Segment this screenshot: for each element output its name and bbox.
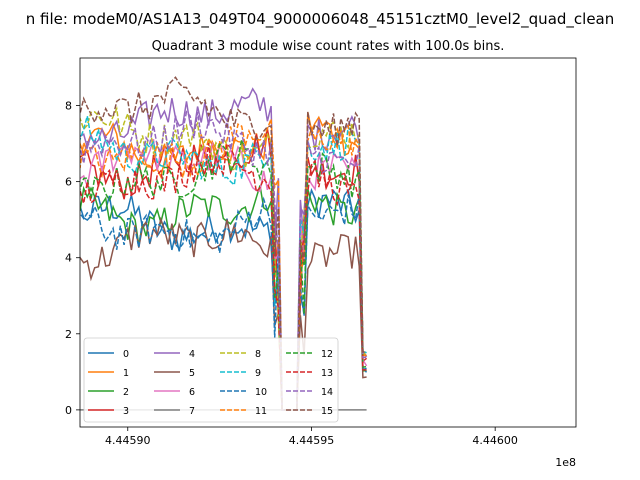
legend-label-9: 9 <box>255 368 261 379</box>
series-line-15 <box>80 76 367 411</box>
legend-label-2: 2 <box>123 387 129 398</box>
y-tick-label: 8 <box>65 100 72 113</box>
chart-title: Quadrant 3 module wise count rates with … <box>152 39 505 54</box>
x-tick-label: 4.44590 <box>105 434 151 447</box>
y-tick-label: 2 <box>65 328 72 341</box>
series-line-13 <box>80 142 367 411</box>
y-tick-label: 4 <box>65 252 72 265</box>
figure-suptitle: n file: modeM0/AS1A13_049T04_9000006048_… <box>26 10 615 29</box>
legend-label-1: 1 <box>123 368 129 379</box>
legend-label-3: 3 <box>123 406 129 417</box>
y-tick-label: 6 <box>65 176 72 189</box>
series-line-5 <box>80 216 367 411</box>
series-line-12 <box>80 137 367 411</box>
series-line-10 <box>80 193 368 411</box>
legend-label-14: 14 <box>321 387 333 398</box>
plot-frame <box>79 57 577 428</box>
legend-label-6: 6 <box>189 387 195 398</box>
legend-label-15: 15 <box>321 406 333 417</box>
legend-label-5: 5 <box>189 368 195 379</box>
legend-label-11: 11 <box>255 406 267 417</box>
legend-label-10: 10 <box>255 387 267 398</box>
legend-box <box>83 337 339 423</box>
x-tick-label: 4.44595 <box>289 434 335 447</box>
legend-label-13: 13 <box>321 368 333 379</box>
x-offset-label: 1e8 <box>555 456 576 469</box>
axes-layer: 4.445904.445954.446004.446054.446104.446… <box>65 100 518 447</box>
y-tick-label: 0 <box>65 404 72 417</box>
x-tick-label: 4.44600 <box>472 434 518 447</box>
legend-label-0: 0 <box>123 349 129 360</box>
legend-label-12: 12 <box>321 349 333 360</box>
legend-label-8: 8 <box>255 349 261 360</box>
legend-label-7: 7 <box>189 406 195 417</box>
legend-label-4: 4 <box>189 349 195 360</box>
